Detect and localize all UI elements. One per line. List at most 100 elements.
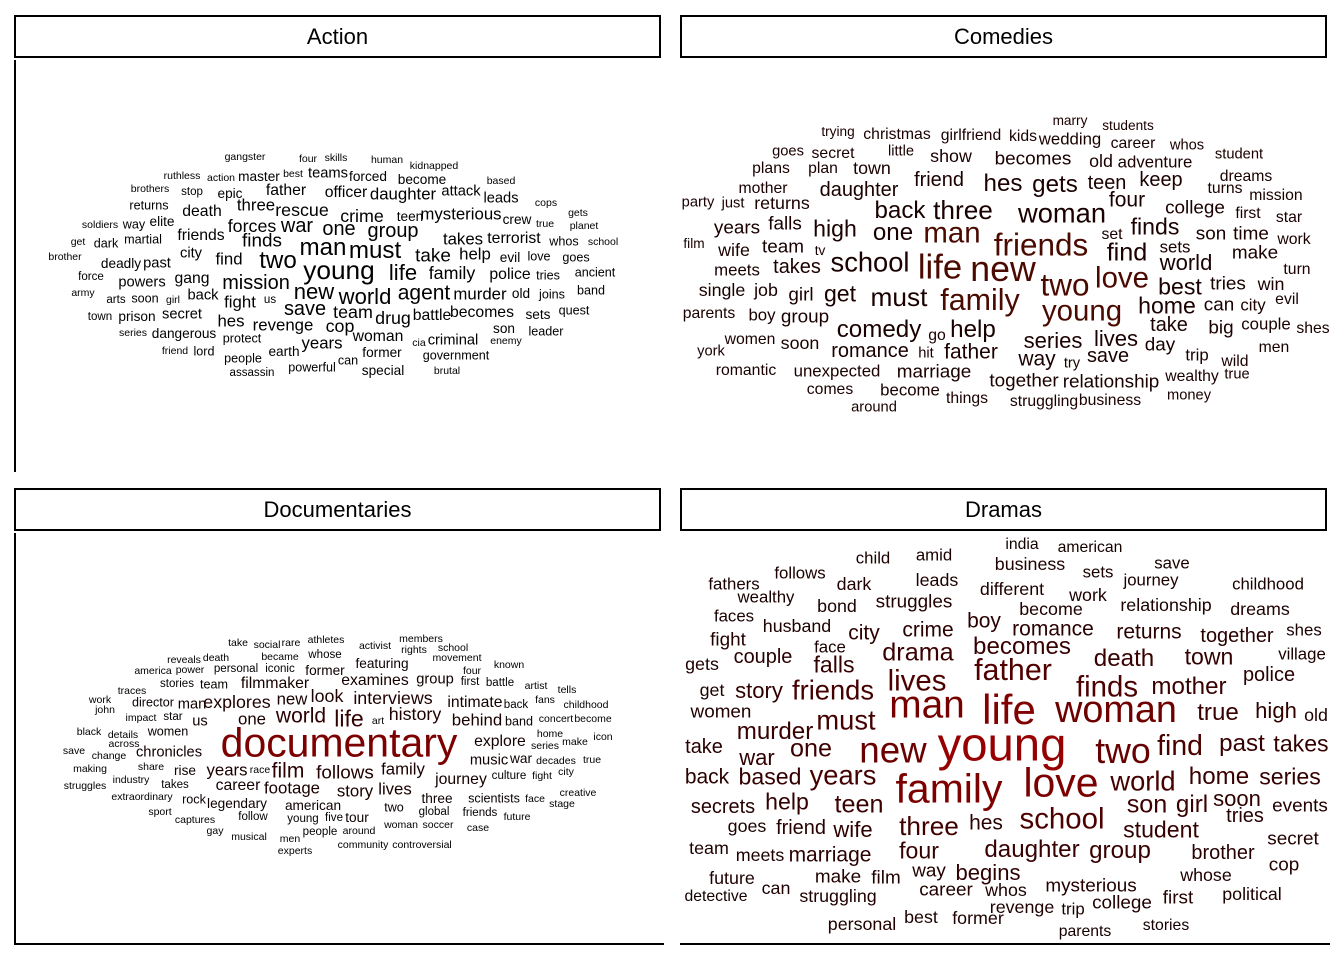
cloud-word: whose	[308, 649, 342, 662]
cloud-word: past	[143, 255, 171, 272]
cloud-word: gets	[568, 206, 588, 219]
cloud-word: love	[527, 249, 551, 264]
cloud-word: relationship	[1062, 371, 1160, 393]
cloud-word: across	[108, 737, 140, 750]
cloud-word: former	[952, 908, 1004, 929]
cloud-word: romantic	[715, 362, 777, 380]
cloud-word: party	[681, 194, 715, 211]
cloud-word: skills	[324, 151, 348, 164]
cloud-word: mysterious	[420, 204, 502, 224]
cloud-word: mother	[1151, 672, 1227, 700]
cloud-word: based	[486, 174, 516, 187]
cloud-word: wedding	[1038, 129, 1102, 149]
cloud-word: culture	[491, 770, 527, 783]
cloud-word: business	[1078, 392, 1142, 410]
cloud-word: try	[1063, 355, 1081, 372]
cloud-word: former	[362, 345, 402, 361]
cloud-word: rare	[281, 636, 301, 649]
cloud-word: save	[62, 744, 86, 757]
cloud-word: evil	[1275, 291, 1299, 309]
cloud-word: lives	[887, 664, 947, 698]
cloud-word: set	[1101, 226, 1123, 244]
cloud-word: first	[1235, 205, 1261, 223]
cloud-word: time	[1233, 223, 1269, 245]
cloud-word: director	[132, 695, 174, 710]
cloud-word: war	[280, 215, 314, 238]
cloud-word: find	[1106, 238, 1148, 267]
cloud-word: chronicles	[135, 744, 203, 761]
cloud-word: tries	[1226, 805, 1264, 828]
cloud-word: prison	[118, 309, 156, 325]
cloud-word: becomes	[973, 632, 1071, 660]
cloud-word: town	[853, 158, 891, 179]
cloud-word: relationship	[1120, 595, 1212, 616]
cloud-word: secret	[811, 145, 855, 163]
cloud-word: love	[1095, 261, 1149, 295]
cloud-word: leader	[528, 324, 564, 339]
cloud-word: race	[249, 763, 271, 776]
cloud-word: case	[466, 821, 490, 834]
cloud-word: struggling	[799, 886, 877, 907]
cloud-word: life	[334, 705, 364, 732]
cloud-word: son	[493, 321, 515, 337]
cloud-word: keep	[1139, 169, 1183, 192]
cloud-word: teen	[834, 790, 884, 819]
cloud-word: impact	[125, 711, 157, 724]
cloud-word: icon	[593, 730, 613, 743]
cloud-word: three	[933, 194, 993, 225]
cloud-word: war	[739, 744, 775, 770]
cloud-word: can	[1203, 294, 1235, 316]
cloud-word: woman	[352, 328, 404, 346]
panel-title: Dramas	[964, 496, 1042, 522]
cloud-word: couple	[733, 646, 793, 669]
panel-left-border	[14, 60, 16, 472]
cloud-word: help	[950, 315, 996, 343]
cloud-word: friend	[161, 344, 189, 357]
cloud-word: artist	[524, 679, 548, 692]
cloud-word: go	[928, 327, 946, 345]
cloud-word: hit	[918, 345, 934, 362]
cloud-word: faces	[713, 606, 755, 626]
cloud-word: high	[1255, 697, 1297, 723]
cloud-word: journey	[435, 771, 487, 789]
cloud-word: team	[333, 302, 373, 323]
panel-header: Dramas	[680, 488, 1327, 531]
cloud-word: protect	[222, 331, 262, 346]
cloud-word: art	[371, 714, 385, 727]
cloud-word: years	[206, 760, 248, 780]
cloud-word: one	[872, 218, 914, 246]
cloud-word: christmas	[863, 126, 931, 144]
cloud-word: daughter	[819, 179, 899, 202]
cloud-word: around	[342, 824, 376, 837]
cloud-word: people	[302, 826, 338, 839]
cloud-word: bond	[817, 596, 857, 617]
cloud-word: traces	[117, 684, 147, 697]
cloud-word: work	[1277, 231, 1311, 249]
cloud-word: team	[200, 677, 228, 692]
cloud-word: fight	[532, 769, 552, 782]
cloud-word: us	[192, 713, 208, 730]
cloud-word: stories	[159, 678, 195, 691]
cloud-word: star	[163, 711, 183, 724]
cloud-word: mission	[1249, 187, 1303, 205]
cloud-word: get	[823, 280, 857, 307]
cloud-word: young	[1041, 294, 1123, 328]
cloud-word: way	[1018, 347, 1056, 371]
cloud-word: legendary	[207, 796, 267, 812]
cloud-word: government	[422, 348, 490, 363]
cloud-word: police	[1242, 664, 1296, 687]
cloud-word: make	[1231, 242, 1279, 264]
cloud-word: men	[1258, 339, 1290, 357]
cloud-word: american	[1057, 539, 1123, 557]
cloud-word: dangerous	[151, 326, 217, 342]
cloud-word: personal	[827, 914, 897, 935]
cloud-word: business	[994, 554, 1066, 575]
cloud-word: terrorist	[487, 230, 541, 248]
cloud-word: women	[690, 701, 752, 723]
cloud-word: work	[88, 693, 112, 706]
cloud-word: intimate	[447, 694, 503, 712]
cloud-word: became	[261, 650, 299, 663]
cloud-word: band	[504, 714, 534, 729]
panel-documentaries: Documentaries	[14, 488, 664, 945]
cloud-word: parents	[682, 305, 736, 323]
